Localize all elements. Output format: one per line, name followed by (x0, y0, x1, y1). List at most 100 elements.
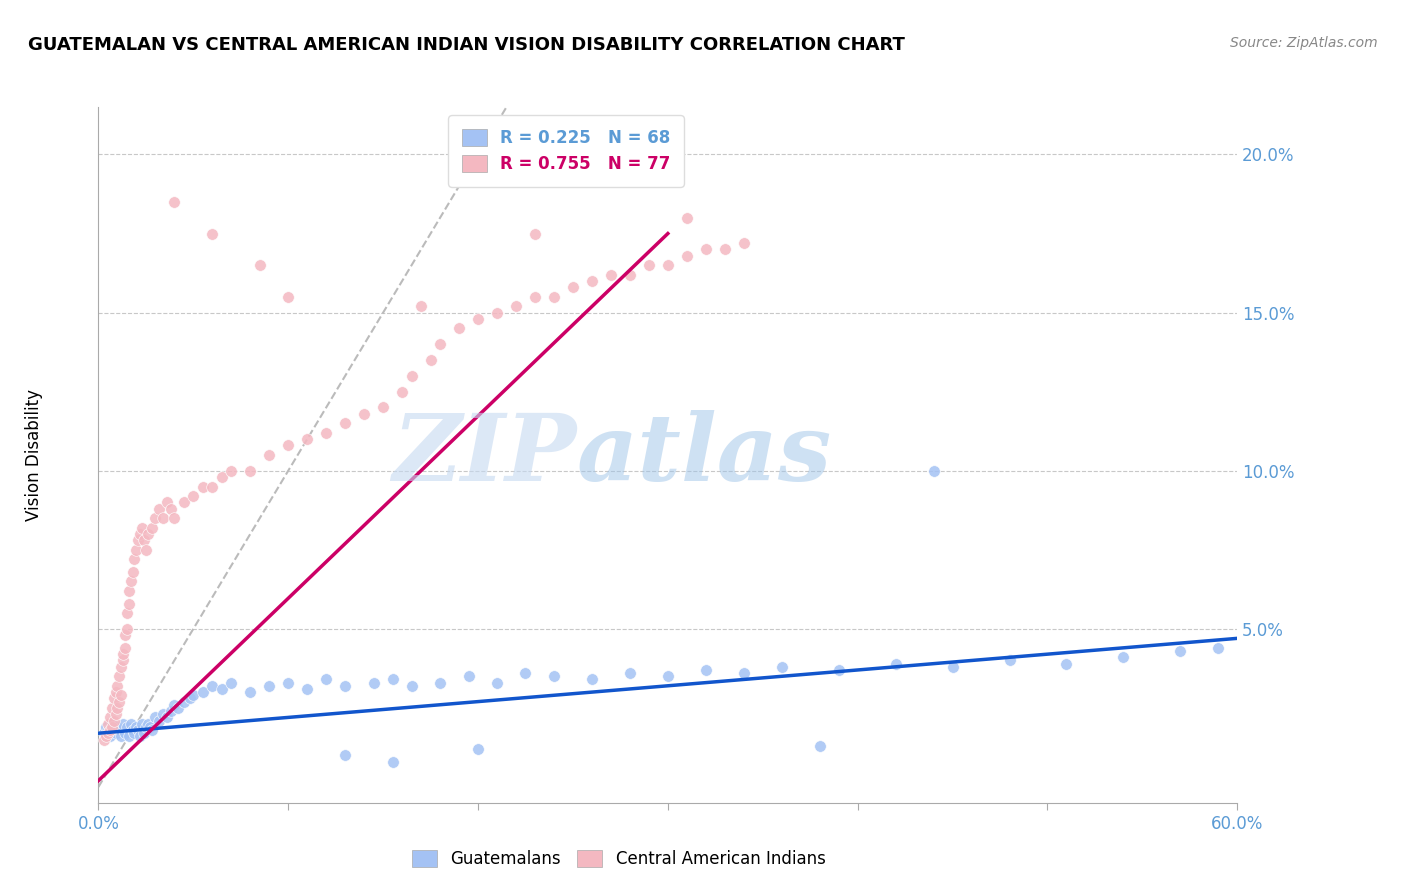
Point (112, 653, 135, 667)
Point (581, 673, 603, 687)
Point (115, 720, 138, 734)
Point (104, 685, 127, 699)
Point (173, 495, 195, 509)
Point (108, 723, 131, 737)
Point (1056, 657, 1078, 671)
Point (676, 249, 699, 263)
Point (108, 669, 131, 683)
Point (159, 704, 181, 718)
Point (733, 666, 755, 681)
Point (381, 673, 404, 687)
Point (828, 663, 851, 677)
Point (600, 268, 623, 282)
Text: ZIP: ZIP (392, 410, 576, 500)
Point (114, 726, 136, 740)
Point (315, 673, 337, 687)
Point (167, 701, 190, 715)
Point (467, 312, 489, 326)
Point (100, 716, 122, 731)
Point (152, 511, 174, 525)
Point (201, 227, 224, 241)
Point (419, 353, 441, 368)
Point (371, 401, 394, 415)
Point (124, 552, 146, 566)
Point (103, 723, 125, 737)
Point (173, 695, 195, 709)
Point (93, 732, 115, 747)
Point (562, 280, 585, 294)
Point (211, 470, 233, 484)
Y-axis label: Vision Disability: Vision Disability (25, 389, 42, 521)
Point (505, 299, 527, 313)
Point (98, 723, 121, 737)
Point (121, 723, 143, 737)
Point (120, 574, 142, 589)
Point (103, 691, 125, 706)
Point (676, 211, 699, 225)
Point (135, 542, 157, 557)
Point (135, 720, 157, 734)
Point (98, 710, 121, 724)
Point (297, 681, 319, 696)
Point (118, 597, 141, 611)
Point (401, 368, 423, 383)
Point (381, 755, 404, 769)
Point (132, 533, 155, 548)
Point (145, 710, 167, 724)
Point (183, 688, 205, 702)
Point (353, 407, 375, 421)
Point (104, 726, 127, 740)
Point (486, 305, 509, 319)
Point (884, 657, 907, 671)
Point (239, 685, 262, 699)
Point (131, 716, 153, 731)
Point (136, 716, 159, 731)
Point (315, 425, 337, 440)
Point (163, 194, 186, 209)
Point (115, 622, 138, 636)
Point (136, 527, 159, 541)
Text: atlas: atlas (576, 410, 832, 500)
Point (129, 527, 152, 541)
Point (108, 695, 131, 709)
Point (211, 681, 233, 696)
Point (191, 479, 214, 493)
Point (221, 464, 243, 478)
Point (524, 227, 547, 241)
Point (127, 723, 149, 737)
Point (110, 730, 132, 744)
Point (98, 730, 121, 744)
Text: GUATEMALAN VS CENTRAL AMERICAN INDIAN VISION DISABILITY CORRELATION CHART: GUATEMALAN VS CENTRAL AMERICAN INDIAN VI… (28, 36, 905, 54)
Point (638, 258, 661, 272)
Point (391, 384, 413, 399)
Point (259, 448, 281, 462)
Point (138, 720, 160, 734)
Point (524, 290, 547, 304)
Point (179, 691, 201, 706)
Point (118, 583, 141, 598)
Point (104, 707, 127, 722)
Point (145, 511, 167, 525)
Point (129, 730, 152, 744)
Point (121, 565, 143, 579)
Point (103, 714, 125, 728)
Point (127, 533, 149, 548)
Point (808, 739, 831, 753)
Point (733, 235, 755, 250)
Point (131, 521, 153, 535)
Point (277, 290, 299, 304)
Point (581, 274, 603, 288)
Point (125, 542, 148, 557)
Point (94, 720, 117, 734)
Point (543, 290, 565, 304)
Point (156, 495, 179, 509)
Point (97, 723, 120, 737)
Point (115, 606, 138, 620)
Point (1170, 644, 1192, 658)
Point (657, 258, 679, 272)
Point (183, 489, 205, 503)
Point (141, 723, 163, 737)
Point (277, 438, 299, 452)
Point (114, 640, 136, 655)
Legend: R = 0.225   N = 68, R = 0.755   N = 77: R = 0.225 N = 68, R = 0.755 N = 77 (449, 115, 683, 186)
